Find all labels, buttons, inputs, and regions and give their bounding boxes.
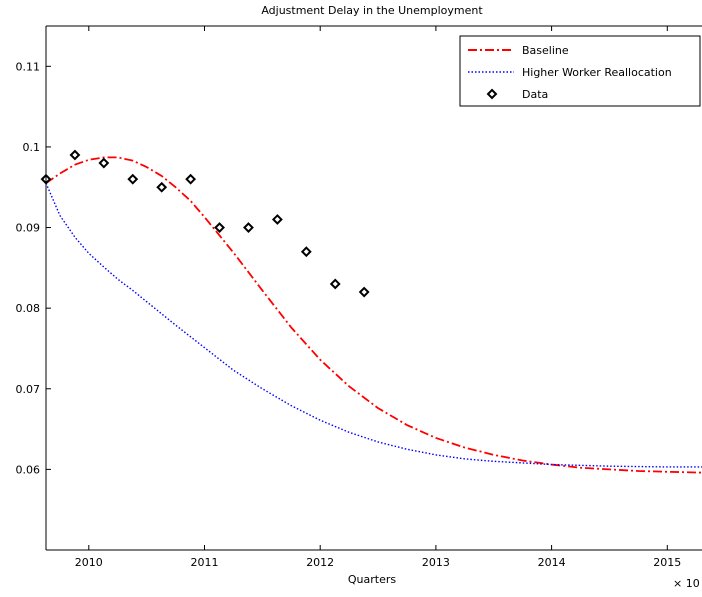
legend-data-marker xyxy=(486,88,498,100)
data-point xyxy=(358,286,370,298)
legend-label: Data xyxy=(522,88,548,101)
y-axis: 0.06 0.07 0.08 0.09 0.1 0.11 xyxy=(16,26,51,550)
data-point xyxy=(243,222,254,233)
y-tick-label: 0.11 xyxy=(16,60,41,73)
y-tick-label: 0.1 xyxy=(23,141,41,154)
y-tick-label: 0.06 xyxy=(16,463,41,476)
x-tick-label: 2012 xyxy=(306,556,334,569)
data-point xyxy=(185,173,197,185)
x-axis-exponent-label: × 10 xyxy=(673,577,700,590)
data-point xyxy=(98,157,110,169)
legend-label: Higher Worker Reallocation xyxy=(522,66,672,79)
legend-box xyxy=(459,35,701,107)
baseline-series-line xyxy=(45,156,702,474)
data-point xyxy=(271,214,283,225)
x-tick-label: 2014 xyxy=(538,556,566,569)
data-point xyxy=(127,173,139,185)
data-point xyxy=(69,149,81,161)
y-tick-label: 0.08 xyxy=(16,302,41,315)
y-tick-label: 0.09 xyxy=(16,222,41,235)
plot-area xyxy=(40,25,702,474)
legend-label: Baseline xyxy=(522,44,569,57)
x-tick-label: 2015 xyxy=(653,556,681,569)
data-point xyxy=(329,278,341,290)
higher-reallocation-series-line xyxy=(45,182,702,468)
legend: Baseline Higher Worker Reallocation Data xyxy=(459,35,701,107)
x-axis: 2010 2011 2012 2013 2014 2015 xyxy=(46,26,702,569)
chart-title: Adjustment Delay in the Unemployment xyxy=(261,4,483,17)
y-tick-label: 0.07 xyxy=(16,383,41,396)
x-tick-label: 2010 xyxy=(75,556,103,569)
data-point xyxy=(214,222,225,233)
data-point xyxy=(156,181,168,193)
data-point xyxy=(300,246,312,258)
x-tick-label: 2011 xyxy=(191,556,219,569)
x-tick-label: 2013 xyxy=(422,556,450,569)
x-axis-label: Quarters xyxy=(348,573,396,586)
